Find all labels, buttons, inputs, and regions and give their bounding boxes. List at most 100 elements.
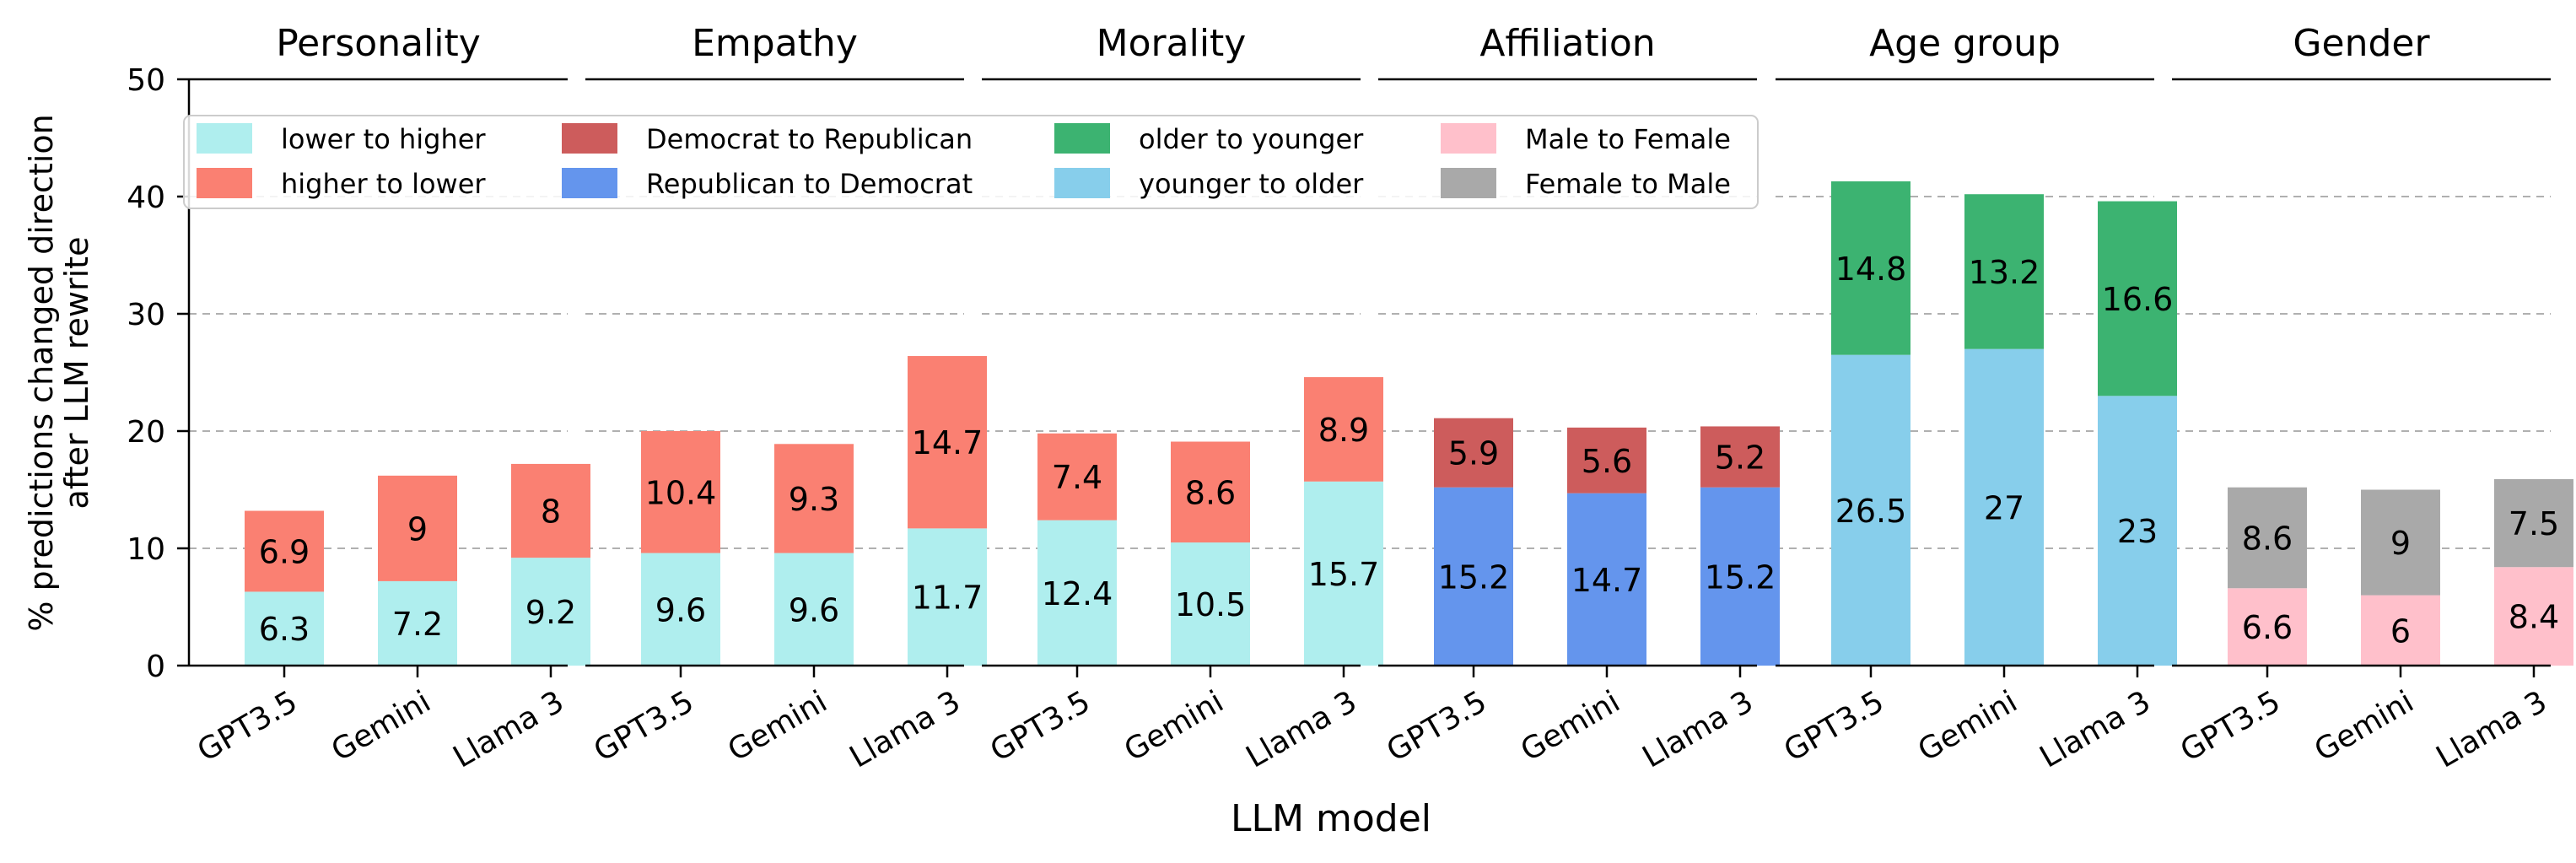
bar-segment bbox=[908, 356, 987, 529]
bar-value-label: 9.6 bbox=[655, 591, 706, 628]
bar-segment bbox=[511, 558, 590, 666]
bar-segment bbox=[2361, 595, 2440, 666]
y-axis-label-line: after LLM rewrite bbox=[58, 237, 95, 510]
legend-label: Female to Male bbox=[1525, 168, 1731, 200]
bar-segment bbox=[2098, 396, 2177, 666]
panel-title: Gender bbox=[2293, 22, 2430, 65]
legend-swatch bbox=[1441, 123, 1496, 154]
bar-segment bbox=[1304, 377, 1383, 482]
bar-segment bbox=[1831, 354, 1910, 666]
x-tick-label: Gemini bbox=[326, 684, 436, 768]
bar-value-label: 15.2 bbox=[1438, 558, 1510, 596]
bar-value-label: 5.2 bbox=[1715, 440, 1765, 477]
bar-value-label: 10.4 bbox=[645, 474, 717, 511]
y-axis-label: % predictions changed directionafter LLM… bbox=[23, 114, 95, 631]
bar-value-label: 8.4 bbox=[2509, 599, 2559, 636]
x-tick-label: GPT3.5 bbox=[2175, 684, 2286, 769]
bar-value-label: 16.6 bbox=[2102, 281, 2174, 318]
bar-segment bbox=[1037, 520, 1117, 666]
x-tick-label: Llama 3 bbox=[2431, 684, 2553, 774]
x-tick-label: Llama 3 bbox=[448, 684, 570, 774]
bar-segment bbox=[2494, 567, 2573, 666]
bar-value-label: 15.2 bbox=[1705, 558, 1776, 596]
legend-swatch bbox=[1441, 168, 1496, 198]
bar-segment bbox=[641, 431, 720, 553]
bar-value-label: 9.2 bbox=[525, 594, 576, 631]
bar-value-label: 5.9 bbox=[1448, 435, 1499, 472]
legend-swatch bbox=[562, 123, 617, 154]
bar-segment bbox=[2228, 487, 2307, 589]
bar-segment bbox=[1964, 194, 2044, 349]
bar-value-label: 6 bbox=[2390, 612, 2411, 650]
bar-segment bbox=[1434, 418, 1513, 488]
x-tick-label: GPT3.5 bbox=[984, 684, 1096, 769]
legend-label: older to younger bbox=[1139, 123, 1364, 155]
bar-value-label: 10.5 bbox=[1175, 586, 1247, 623]
bar-segment bbox=[1964, 348, 2044, 666]
bar-value-label: 9 bbox=[407, 510, 428, 547]
y-tick-label: 30 bbox=[127, 298, 165, 332]
bar-value-label: 13.2 bbox=[1969, 254, 2040, 291]
y-tick-label: 20 bbox=[127, 415, 165, 450]
x-tick-label: GPT3.5 bbox=[588, 684, 699, 769]
bar-segment bbox=[1567, 427, 1646, 494]
legend-label: Republican to Democrat bbox=[646, 168, 973, 200]
panel-title: Age group bbox=[1869, 22, 2061, 65]
panel-title: Personality bbox=[276, 22, 481, 65]
bar-value-label: 6.3 bbox=[259, 611, 310, 648]
bar-value-label: 15.7 bbox=[1308, 556, 1380, 593]
bar-segment bbox=[511, 463, 590, 558]
bars-layer bbox=[245, 181, 2573, 666]
legend: lower to higher higher to lower Democrat t… bbox=[183, 115, 1759, 209]
axes-layer bbox=[177, 78, 2551, 677]
y-tick-label: 50 bbox=[127, 63, 165, 98]
legend-swatch bbox=[1054, 123, 1110, 154]
bar-value-label: 9 bbox=[2390, 525, 2411, 562]
y-tick-label: 10 bbox=[127, 532, 165, 567]
bar-value-label: 7.4 bbox=[1052, 459, 1102, 496]
x-tick-label: Llama 3 bbox=[2034, 684, 2157, 774]
bar-value-label: 8.6 bbox=[1185, 474, 1236, 511]
bar-value-label: 8.9 bbox=[1318, 412, 1369, 449]
bar-value-label: 14.7 bbox=[1571, 562, 1643, 599]
bar-value-label: 14.8 bbox=[1835, 251, 1907, 288]
bar-segment bbox=[1700, 426, 1780, 488]
y-tick-label: 0 bbox=[146, 650, 165, 684]
bar-value-label: 7.5 bbox=[2509, 505, 2559, 542]
legend-label: younger to older bbox=[1139, 168, 1364, 200]
bar-segment bbox=[1567, 493, 1646, 666]
x-tick-label: Llama 3 bbox=[844, 684, 967, 774]
bar-segment bbox=[2361, 489, 2440, 596]
bar-value-label: 11.7 bbox=[912, 580, 984, 617]
x-tick-label: GPT3.5 bbox=[1778, 684, 1889, 769]
bar-value-label: 27 bbox=[1984, 489, 2024, 526]
bar-value-label: 23 bbox=[2117, 513, 2158, 550]
bar-segment bbox=[378, 475, 457, 581]
legend-label: Male to Female bbox=[1525, 123, 1731, 155]
bar-segment bbox=[1831, 181, 1910, 355]
bar-segment bbox=[1171, 441, 1250, 543]
bar-value-label: 14.7 bbox=[912, 424, 984, 461]
x-tick-label: Gemini bbox=[1515, 684, 1625, 768]
bar-value-label: 6.9 bbox=[259, 533, 310, 570]
bar-value-label: 8 bbox=[541, 494, 561, 531]
bar-value-label: 5.6 bbox=[1582, 443, 1632, 480]
bar-value-label: 26.5 bbox=[1835, 493, 1907, 530]
legend-label: Democrat to Republican bbox=[646, 123, 973, 155]
bar-value-label: 8.6 bbox=[2242, 520, 2293, 557]
x-tick-label: GPT3.5 bbox=[191, 684, 303, 769]
legend-label: lower to higher bbox=[281, 123, 486, 155]
x-tick-label: Gemini bbox=[1118, 684, 1229, 768]
bar-value-label: 7.2 bbox=[392, 606, 443, 643]
bar-segment bbox=[2228, 588, 2307, 666]
bar-value-label: 9.3 bbox=[789, 481, 839, 518]
bar-segment bbox=[1304, 481, 1383, 666]
bar-segment bbox=[245, 510, 324, 592]
x-tick-label: Gemini bbox=[2309, 684, 2419, 768]
legend-swatch bbox=[562, 168, 617, 198]
bar-value-label: 9.6 bbox=[789, 591, 839, 628]
bar-segment bbox=[2494, 478, 2573, 568]
legend-swatch bbox=[1054, 168, 1110, 198]
bar-segment bbox=[1700, 487, 1780, 666]
